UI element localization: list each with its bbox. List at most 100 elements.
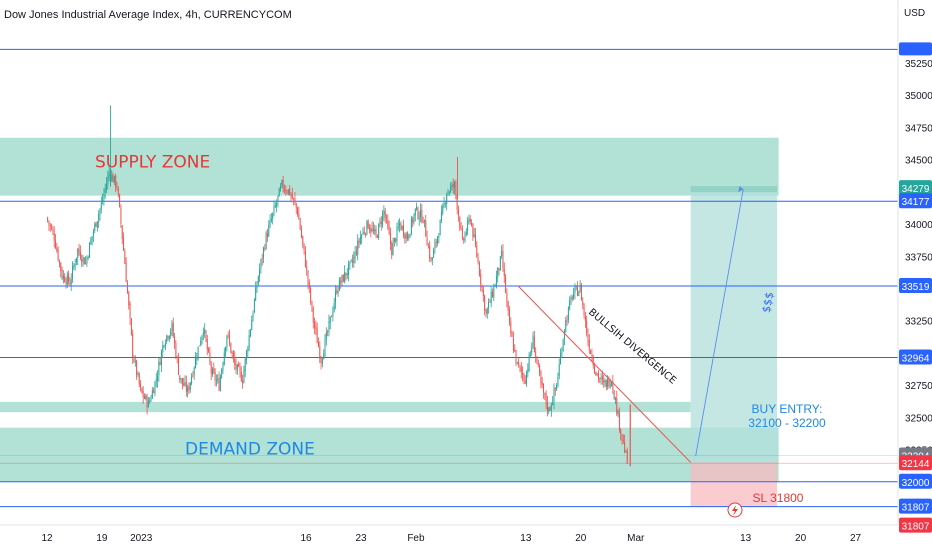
candle-body (395, 238, 397, 242)
candle-body (227, 334, 229, 336)
candle (366, 219, 368, 236)
x-tick-label: 2023 (130, 533, 153, 544)
candle-body (198, 345, 200, 347)
candle (358, 238, 360, 249)
candle-body (282, 179, 284, 189)
candle (426, 230, 428, 246)
candle-body (372, 228, 374, 231)
candle (328, 314, 330, 337)
candle (121, 225, 123, 245)
candle-body (464, 233, 466, 241)
candle-body (382, 213, 384, 226)
candle-body (137, 373, 139, 375)
candle-body (349, 261, 351, 264)
candle-body (102, 199, 104, 202)
candle-body (549, 407, 551, 411)
y-tick-label: 32750 (905, 381, 932, 392)
candle (566, 314, 568, 326)
candle-body (489, 301, 491, 303)
candle (481, 284, 483, 293)
candle (66, 271, 68, 289)
candle (57, 246, 59, 262)
candle-body (584, 316, 586, 321)
candle (485, 308, 487, 318)
candle (618, 407, 620, 433)
candle (515, 349, 517, 367)
candle (435, 238, 437, 248)
stop-box (690, 462, 778, 507)
candle-body (210, 363, 212, 374)
candle-body (140, 383, 142, 388)
candle-body (341, 275, 343, 283)
candle (488, 298, 490, 314)
candle-body (540, 371, 542, 384)
candle-body (376, 235, 378, 238)
price-axis[interactable]: 3525035000347503450034250340003375033500… (897, 0, 932, 533)
candle (540, 369, 542, 389)
candle-body (386, 217, 388, 219)
candle-body (346, 273, 348, 276)
candle (510, 317, 512, 337)
candle (270, 213, 272, 223)
candle (166, 334, 168, 345)
candle (320, 355, 322, 370)
candle-body (604, 380, 606, 384)
candle-body (314, 321, 316, 328)
candle (243, 365, 245, 384)
candle (83, 257, 85, 265)
candle-body (302, 236, 304, 244)
candle (601, 370, 603, 385)
candle-body (62, 275, 64, 279)
candle (75, 257, 77, 266)
candle-body (264, 248, 266, 249)
candle-body (524, 379, 526, 385)
candle (622, 434, 624, 444)
candle-body (180, 378, 182, 381)
candle (557, 372, 559, 388)
candle (434, 238, 436, 254)
candle (518, 357, 520, 368)
candle-body (70, 279, 72, 285)
candle-body (583, 305, 585, 316)
candle-body (91, 236, 93, 241)
candle (308, 279, 310, 293)
candle (570, 294, 572, 305)
candle-body (124, 251, 126, 264)
candle-body (442, 206, 444, 214)
candle (289, 185, 291, 196)
candle-body (501, 250, 503, 257)
candle (440, 205, 442, 224)
x-tick-label: 20 (575, 533, 587, 544)
candle (227, 331, 229, 339)
x-tick-label: 20 (795, 533, 807, 544)
candle-body (99, 208, 101, 215)
candle (260, 258, 262, 274)
candle-body (266, 233, 268, 237)
time-axis[interactable]: 12 19 2023 16 23 Feb 13 20 Mar 13 20 27 (0, 524, 898, 544)
candle (605, 379, 607, 391)
candle (174, 333, 176, 350)
candle (413, 213, 415, 225)
candle (558, 358, 560, 380)
candle-body (430, 259, 432, 261)
candle-body (463, 238, 465, 241)
candle (406, 231, 408, 242)
price-tag: 33519 (899, 278, 932, 294)
candle (249, 328, 251, 338)
candle-body (57, 249, 59, 261)
candle (371, 221, 373, 233)
candle-body (278, 188, 280, 197)
candle-body (357, 240, 359, 255)
candle (620, 428, 622, 441)
candle (91, 236, 93, 246)
candle-body (486, 308, 488, 314)
candle (600, 373, 602, 385)
candle (129, 301, 131, 326)
target-band (690, 186, 778, 193)
candle (544, 392, 546, 401)
candle (204, 323, 206, 338)
candle (565, 316, 567, 333)
candle-body (215, 380, 217, 381)
lightning-icon[interactable] (727, 502, 743, 518)
